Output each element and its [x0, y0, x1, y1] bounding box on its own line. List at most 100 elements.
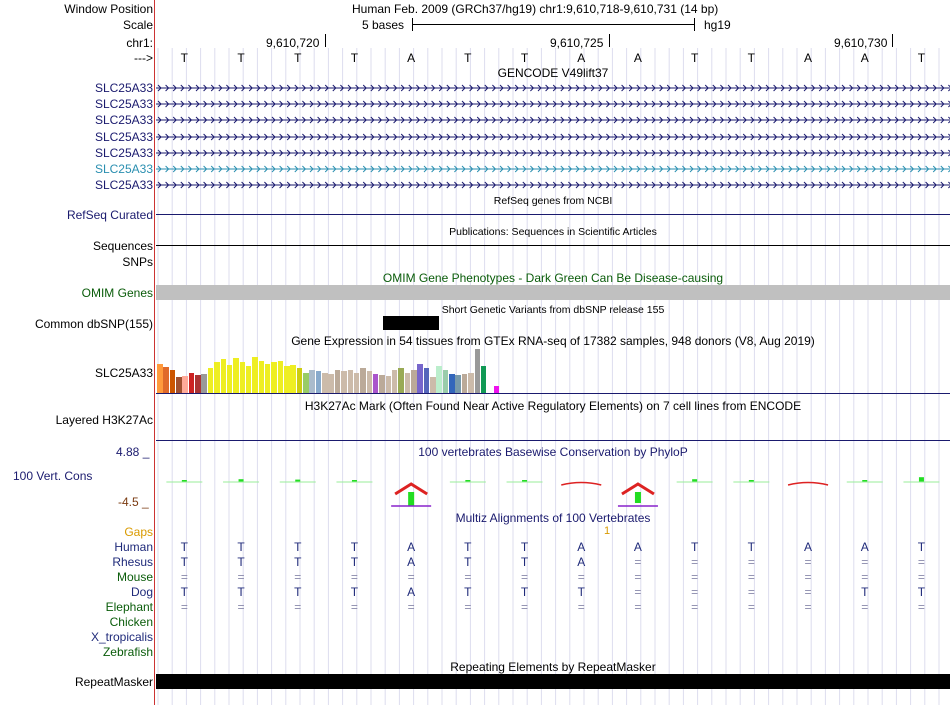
gtex-tissue-bar[interactable]: [411, 370, 417, 393]
gtex-tissue-bar[interactable]: [169, 370, 176, 393]
gencode-transcript-line[interactable]: [156, 99, 950, 109]
gencode-transcript-label[interactable]: SLC25A33: [94, 129, 153, 144]
gencode-transcript-line[interactable]: [156, 132, 950, 142]
gtex-tissue-bar[interactable]: [284, 366, 290, 393]
gtex-tissue-bar[interactable]: [379, 375, 385, 393]
gtex-tissue-bar[interactable]: [461, 374, 468, 393]
gtex-tissue-bar[interactable]: [239, 362, 246, 393]
omim-gene-bar[interactable]: [156, 285, 950, 300]
gtex-tissue-bar[interactable]: [455, 375, 461, 393]
gtex-tissue-bar[interactable]: [493, 386, 500, 393]
gtex-tissue-bar[interactable]: [398, 368, 404, 393]
gtex-tissue-bar[interactable]: [245, 366, 252, 393]
refseq-track-label[interactable]: RefSeq Curated: [66, 208, 153, 222]
gtex-tissue-bar[interactable]: [296, 368, 303, 393]
gencode-transcript-line[interactable]: [156, 164, 950, 174]
gtex-tissue-bar[interactable]: [220, 359, 226, 393]
gtex-tissue-bar[interactable]: [233, 358, 239, 393]
gtex-tissue-bar[interactable]: [258, 361, 265, 393]
gtex-tissue-bar[interactable]: [436, 366, 442, 393]
gtex-tissue-bar[interactable]: [214, 362, 220, 393]
gtex-tissue-bar[interactable]: [176, 377, 182, 393]
multiz-species-label[interactable]: Dog: [130, 585, 153, 599]
snps-track-label[interactable]: SNPs: [122, 255, 153, 269]
multiz-species-label[interactable]: Rhesus: [112, 555, 153, 569]
gtex-tissue-bar[interactable]: [449, 374, 455, 393]
sequences-track-label[interactable]: Sequences: [92, 239, 153, 253]
dbsnp-variant-block[interactable]: [383, 316, 439, 330]
gtex-tissue-bar[interactable]: [487, 373, 493, 393]
gencode-transcript-label[interactable]: SLC25A33: [94, 162, 153, 176]
multiz-species-label[interactable]: Zebrafish: [102, 645, 153, 659]
multiz-species-label[interactable]: Human: [114, 540, 153, 554]
gtex-tissue-bar[interactable]: [366, 371, 373, 393]
gtex-tissue-bar[interactable]: [404, 373, 411, 393]
phylop-track-title: 100 vertebrates Basewise Conservation by…: [418, 445, 688, 459]
gtex-tissue-bar[interactable]: [309, 370, 315, 393]
gtex-tissue-bar[interactable]: [157, 364, 163, 393]
gtex-expression-chart[interactable]: [156, 348, 950, 393]
gtex-tissue-bar[interactable]: [353, 373, 360, 393]
gtex-tissue-bar[interactable]: [315, 371, 322, 393]
gtex-tissue-bar[interactable]: [303, 373, 309, 393]
phylop-track-label[interactable]: 100 Vert. Cons: [13, 469, 93, 483]
gtex-track-label[interactable]: SLC25A33: [94, 366, 153, 380]
dbsnp-track-label[interactable]: Common dbSNP(155): [34, 317, 153, 331]
gencode-transcript-label[interactable]: SLC25A33: [94, 81, 153, 95]
multiz-species-label[interactable]: Chicken: [109, 615, 153, 629]
sequences-track-line[interactable]: [156, 245, 950, 246]
gtex-tissue-bar[interactable]: [271, 362, 277, 393]
multiz-species-label[interactable]: Elephant: [105, 600, 153, 614]
gtex-tissue-bar[interactable]: [264, 364, 271, 393]
multiz-aligned-base: =: [804, 600, 812, 614]
repeatmasker-track-label[interactable]: RepeatMasker: [74, 675, 153, 689]
multiz-aligned-base: =: [407, 570, 415, 584]
gtex-tissue-bar[interactable]: [391, 370, 398, 393]
gtex-tissue-bar[interactable]: [201, 374, 207, 393]
gtex-tissue-bar[interactable]: [347, 370, 353, 393]
multiz-aligned-base: =: [691, 570, 699, 584]
gtex-tissue-bar[interactable]: [430, 377, 436, 393]
gtex-tissue-bar[interactable]: [334, 370, 341, 393]
gtex-tissue-bar[interactable]: [322, 373, 328, 393]
gtex-tissue-bar[interactable]: [480, 366, 487, 393]
phylop-conservation-plot[interactable]: [156, 462, 950, 512]
refseq-track-title: RefSeq genes from NCBI: [493, 195, 613, 207]
gencode-transcript-label[interactable]: SLC25A33: [94, 97, 153, 112]
omim-track-label[interactable]: OMIM Genes: [81, 286, 153, 300]
repeatmasker-block[interactable]: [156, 674, 950, 689]
base-letter: T: [464, 51, 472, 65]
gencode-transcript-line[interactable]: [156, 148, 950, 158]
gencode-transcript-label[interactable]: SLC25A33: [94, 145, 153, 160]
multiz-species-label[interactable]: Mouse: [116, 570, 153, 584]
gtex-tissue-bar[interactable]: [226, 365, 233, 393]
gtex-tissue-bar[interactable]: [182, 376, 188, 393]
multiz-aligned-base: =: [691, 585, 699, 599]
gencode-transcript-label[interactable]: SLC25A33: [94, 113, 153, 128]
h3k27ac-track-label[interactable]: Layered H3K27Ac: [55, 413, 153, 427]
gtex-tissue-bar[interactable]: [195, 375, 201, 393]
gtex-tissue-bar[interactable]: [188, 373, 195, 393]
gencode-transcript-label[interactable]: SLC25A33: [94, 178, 153, 193]
gencode-transcript-line[interactable]: [156, 115, 950, 125]
refseq-track-line[interactable]: [156, 214, 950, 215]
gtex-tissue-bar[interactable]: [474, 349, 480, 393]
gencode-transcript-line[interactable]: [156, 180, 950, 190]
gtex-tissue-bar[interactable]: [341, 371, 347, 393]
gtex-tissue-bar[interactable]: [207, 368, 214, 393]
gtex-tissue-bar[interactable]: [417, 364, 423, 393]
gtex-tissue-bar[interactable]: [360, 368, 366, 393]
gtex-tissue-bar[interactable]: [328, 374, 334, 393]
gtex-tissue-bar[interactable]: [385, 376, 392, 393]
gtex-tissue-bar[interactable]: [468, 373, 474, 393]
gencode-transcript-line[interactable]: [156, 83, 950, 93]
multiz-aligned-base: T: [237, 540, 245, 554]
gtex-tissue-bar[interactable]: [372, 374, 379, 393]
multiz-species-label[interactable]: X_tropicalis: [90, 630, 153, 644]
gtex-tissue-bar[interactable]: [290, 365, 296, 393]
gtex-tissue-bar[interactable]: [423, 368, 430, 393]
gtex-tissue-bar[interactable]: [163, 367, 169, 393]
gtex-tissue-bar[interactable]: [277, 361, 284, 393]
gtex-tissue-bar[interactable]: [252, 357, 258, 393]
gtex-tissue-bar[interactable]: [442, 370, 449, 393]
